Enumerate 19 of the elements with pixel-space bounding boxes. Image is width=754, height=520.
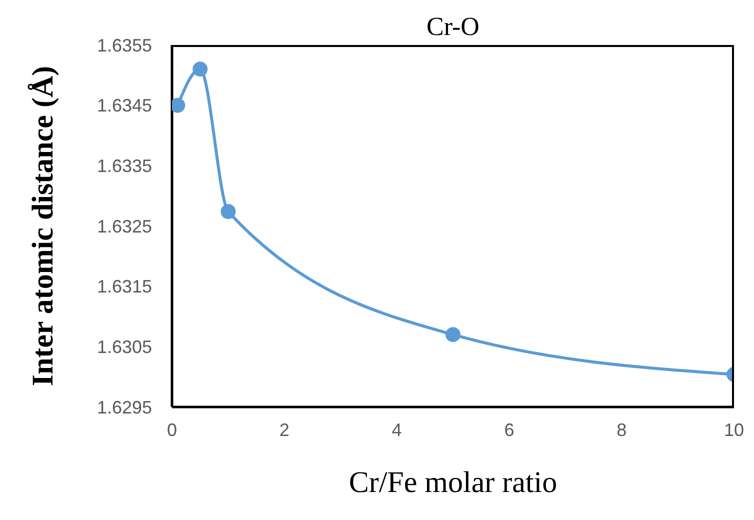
x-axis-title: Cr/Fe molar ratio (348, 466, 558, 499)
y-axis-title: Inter atomic distance (Å) (26, 66, 60, 386)
x-tick-label: 0 (166, 420, 178, 440)
point (220, 204, 236, 220)
x-tick-label: 2 (279, 420, 290, 440)
y-tick-label: 1.6315 (96, 276, 152, 297)
x-tick-label: 6 (504, 420, 514, 440)
y-tick-label: 1.6295 (96, 397, 152, 418)
y-tick-label: 1.6355 (96, 35, 152, 56)
y-tick-label: 1.6345 (96, 96, 152, 116)
point (192, 62, 208, 77)
x-tick-label: 8 (616, 420, 627, 440)
chart-title: Cr-O (426, 12, 480, 42)
point (172, 98, 186, 113)
y-tick-label: 1.6305 (96, 337, 152, 358)
x-tick-label: 4 (392, 420, 402, 440)
x-tick-label: 10 (724, 420, 744, 440)
y-tick-label: 1.6325 (96, 216, 152, 236)
y-tick-label: 1.6335 (96, 156, 152, 176)
